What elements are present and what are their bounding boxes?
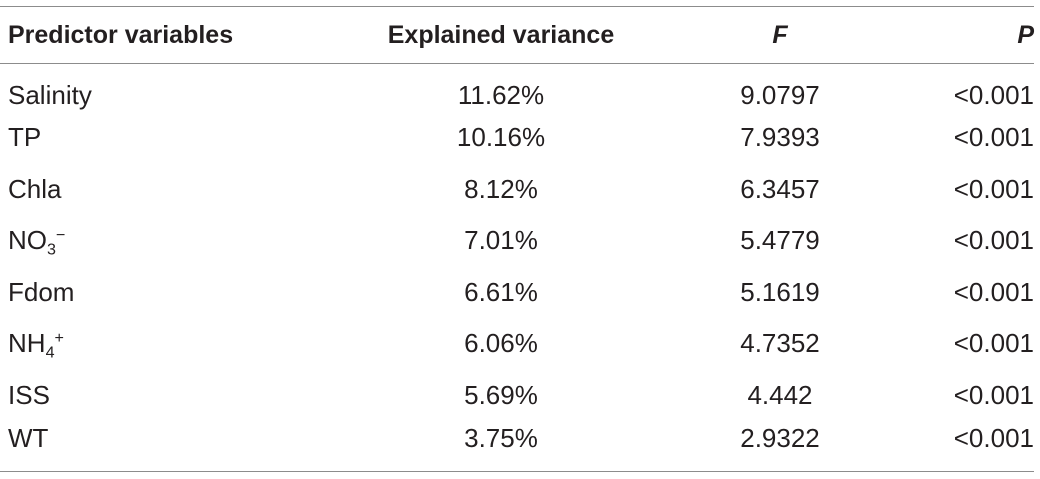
predictor-base: NO xyxy=(8,225,47,255)
table-row: Chla 8.12% 6.3457 <0.001 xyxy=(0,169,1034,209)
table-row: NH4+ 6.06% 4.7352 <0.001 xyxy=(0,323,1034,363)
table-row: NO3− 7.01% 5.4779 <0.001 xyxy=(0,220,1034,260)
p-cell: <0.001 xyxy=(953,122,1034,152)
variance-cell: 5.69% xyxy=(464,380,538,410)
variance-cell: 8.12% xyxy=(464,174,538,204)
p-cell: <0.001 xyxy=(953,174,1034,204)
variance-cell: 10.16% xyxy=(456,122,546,152)
variance-cell: 11.62% xyxy=(457,80,545,110)
table-row: Salinity 11.62% 9.0797 <0.001 xyxy=(0,75,1034,115)
predictor-superscript: − xyxy=(55,226,66,245)
predictor-cell: ISS xyxy=(8,380,50,410)
table-row: TP 10.16% 7.9393 <0.001 xyxy=(0,117,1034,157)
predictor-cell: NO3− xyxy=(8,220,65,260)
p-cell: <0.001 xyxy=(953,277,1034,307)
header-predictor: Predictor variables xyxy=(8,21,234,49)
p-cell: <0.001 xyxy=(953,328,1034,358)
predictor-cell: Fdom xyxy=(8,277,75,307)
predictor-cell: WT xyxy=(8,423,49,453)
table-row: ISS 5.69% 4.442 <0.001 xyxy=(0,375,1034,415)
f-cell: 2.9322 xyxy=(740,423,820,453)
f-cell: 9.0797 xyxy=(740,80,820,110)
variance-cell: 6.06% xyxy=(464,328,538,358)
f-cell: 5.1619 xyxy=(740,277,820,307)
f-cell: 7.9393 xyxy=(740,122,820,152)
p-cell: <0.001 xyxy=(953,423,1034,453)
f-cell: 5.4779 xyxy=(740,225,820,255)
table-header-rule xyxy=(0,63,1034,64)
predictor-cell: Salinity xyxy=(8,80,92,110)
table-top-rule xyxy=(0,6,1034,7)
predictor-base: NH xyxy=(8,328,46,358)
p-cell: <0.001 xyxy=(953,80,1034,110)
f-cell: 4.7352 xyxy=(740,328,820,358)
header-p: P xyxy=(1017,21,1034,49)
predictor-subscript: 4 xyxy=(45,343,55,362)
predictor-superscript: + xyxy=(54,329,64,348)
predictor-cell: NH4+ xyxy=(8,323,64,363)
p-cell: <0.001 xyxy=(953,380,1034,410)
predictor-cell: Chla xyxy=(8,174,62,204)
variance-cell: 7.01% xyxy=(464,225,538,255)
predictor-cell: TP xyxy=(8,122,42,152)
variance-cell: 3.75% xyxy=(464,423,538,453)
p-cell: <0.001 xyxy=(953,225,1034,255)
predictor-subscript: 3 xyxy=(47,240,56,259)
table-header-row: Predictor variables Explained variance F… xyxy=(0,15,1034,55)
header-explained-variance: Explained variance xyxy=(387,21,615,49)
f-cell: 4.442 xyxy=(747,380,813,410)
table-row: WT 3.75% 2.9322 <0.001 xyxy=(0,418,1034,458)
header-f: F xyxy=(772,21,788,49)
variance-cell: 6.61% xyxy=(464,277,538,307)
f-cell: 6.3457 xyxy=(740,174,820,204)
table-row: Fdom 6.61% 5.1619 <0.001 xyxy=(0,272,1034,312)
table-bottom-rule xyxy=(0,471,1034,472)
